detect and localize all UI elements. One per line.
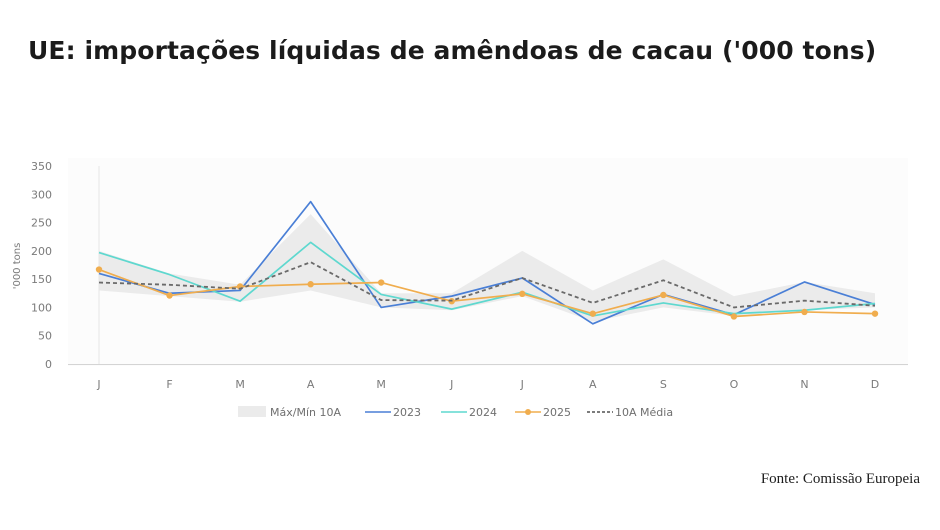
series-point-2025 (801, 308, 808, 316)
series-point-2025 (871, 310, 879, 317)
x-tick-label: M (235, 378, 245, 391)
y-tick-label: 50 (38, 330, 52, 343)
legend-label-2025: 2025 (543, 406, 571, 419)
series-point-2025 (589, 310, 597, 317)
x-tick-label: J (520, 378, 524, 391)
band-max-min (99, 214, 875, 322)
y-tick-label: 150 (31, 273, 52, 286)
legend-label-2024: 2024 (469, 406, 497, 419)
series-point-2025 (307, 281, 314, 288)
y-tick-label: 250 (31, 217, 52, 230)
series-line-2023 (98, 200, 876, 325)
chart-title: UE: importações líquidas de amêndoas de … (28, 36, 877, 65)
y-tick-label: 300 (31, 188, 52, 201)
x-tick-label: J (449, 378, 453, 391)
plot-area (68, 158, 908, 366)
series-line-2024 (98, 241, 876, 317)
series-point-2025 (95, 266, 103, 273)
x-tick-label: O (730, 378, 739, 391)
series-line-10a-m-dia (98, 261, 876, 309)
x-tick-label: S (660, 378, 667, 391)
x-tick-label: D (871, 378, 879, 391)
y-tick-label: 350 (31, 160, 52, 173)
series-point-2025 (660, 291, 667, 299)
series-point-2025 (377, 279, 385, 286)
legend-label-m-x-m-n-10a: Máx/Mín 10A (270, 406, 341, 419)
y-axis-label: '000 tons (12, 243, 23, 290)
x-tick-label: A (589, 378, 597, 391)
x-tick-label: F (166, 378, 172, 391)
x-tick-label: N (800, 378, 808, 391)
series-point-2025 (519, 290, 526, 298)
legend-label-2023: 2023 (393, 406, 421, 419)
legend-label-10a-m-dia: 10A Média (615, 406, 673, 419)
y-tick-label: 200 (31, 245, 52, 258)
legend-marker-2025 (525, 409, 531, 415)
series-point-2025 (166, 292, 173, 299)
x-tick-label: M (376, 378, 386, 391)
x-tick-label: J (96, 378, 100, 391)
x-tick-label: A (307, 378, 315, 391)
legend-swatch-band (238, 406, 266, 417)
y-tick-label: 0 (45, 358, 52, 371)
y-tick-label: 100 (31, 301, 52, 314)
series-point-2025 (730, 313, 738, 320)
source-note: Fonte: Comissão Europeia (760, 471, 920, 487)
